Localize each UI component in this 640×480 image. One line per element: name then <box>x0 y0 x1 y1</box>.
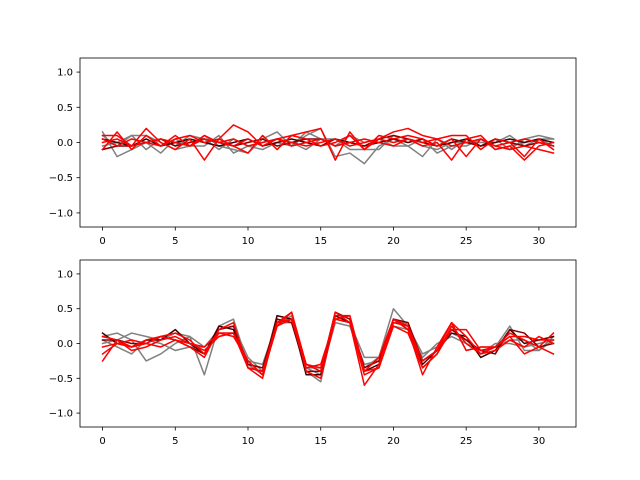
bottom-y-tick-label: −0.5 <box>49 374 73 385</box>
top-series-line-6 <box>101 134 555 158</box>
top-x-tick-label: 10 <box>242 236 255 247</box>
top-series-line-7 <box>101 131 555 161</box>
bottom-x-tick-label: 5 <box>172 436 178 447</box>
top-series-group <box>101 124 555 165</box>
top-y-tick-label: 0.0 <box>57 138 73 149</box>
bottom-y-tick-label: 0.5 <box>57 304 73 315</box>
bottom-x-tick-label: 20 <box>387 436 400 447</box>
bottom-y-tick-label: 1.0 <box>57 269 73 280</box>
top-x-tick-label: 15 <box>314 236 327 247</box>
top-x-tick-label: 30 <box>533 236 546 247</box>
top-series-line-8 <box>101 138 555 147</box>
top-x-tick-label: 0 <box>99 236 105 247</box>
top-x-tick-label: 20 <box>387 236 400 247</box>
bottom-x-tick-label: 0 <box>99 436 105 447</box>
bottom-x-tick-label: 25 <box>460 436 473 447</box>
top-y-tick-label: 0.5 <box>57 103 73 114</box>
bottom-x-tick-label: 10 <box>242 436 255 447</box>
top-y-tick-label: −0.5 <box>49 173 73 184</box>
top-x-tick-label: 5 <box>172 236 178 247</box>
bottom-x-tick-label: 15 <box>314 436 327 447</box>
bottom-y-tick-label: −1.0 <box>49 409 73 420</box>
top-subplot: 0 5 10 15 20 25 30 −1.0 −0.5 0.0 0.5 1.0 <box>49 57 577 247</box>
bottom-series-group <box>101 307 555 386</box>
bottom-y-tick-label: 0.0 <box>57 339 73 350</box>
bottom-series-line-3 <box>101 314 555 376</box>
top-y-tick-label: 1.0 <box>57 68 73 79</box>
top-y-tick-label: −1.0 <box>49 208 73 219</box>
bottom-x-tick-label: 30 <box>533 436 546 447</box>
top-x-tick-label: 25 <box>460 236 473 247</box>
bottom-series-line-8 <box>101 318 555 376</box>
bottom-subplot: 0 5 10 15 20 25 30 −1.0 −0.5 0.0 0.5 1.0 <box>49 259 577 447</box>
